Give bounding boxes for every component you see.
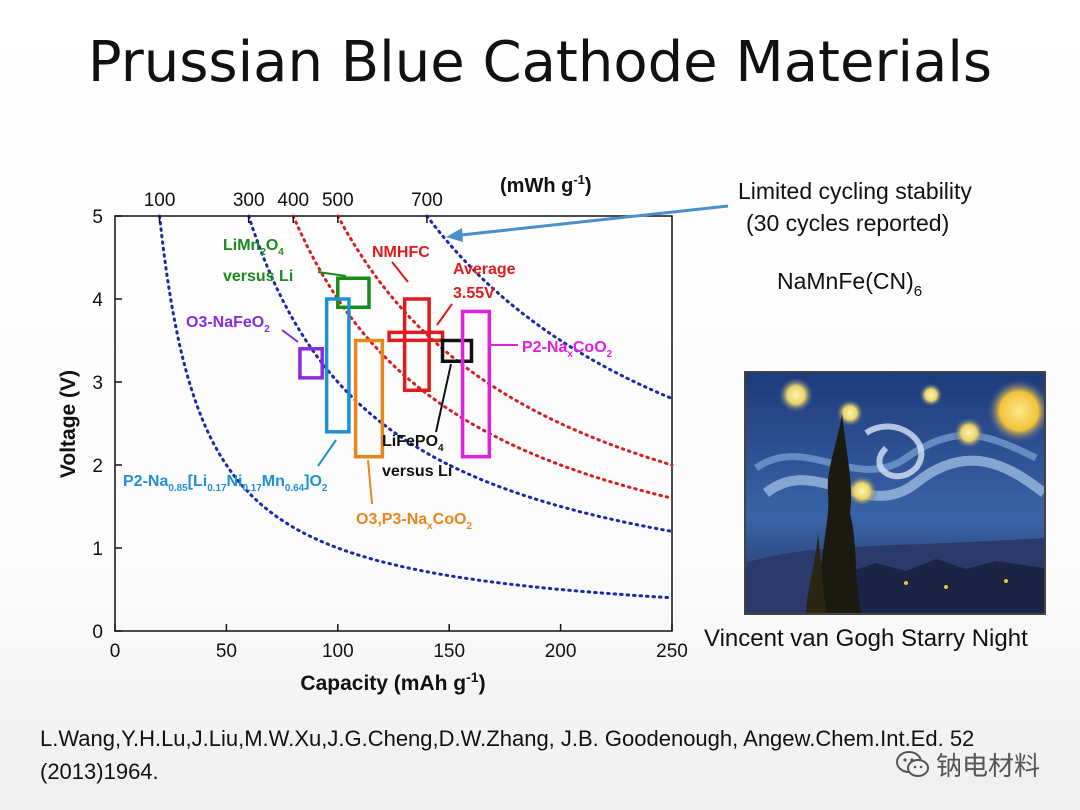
plot-frame [114, 215, 673, 632]
y-axis-label: Voltage (V) [57, 370, 80, 478]
y-tick-label: 5 [92, 207, 103, 228]
callout-arrow-line [451, 204, 729, 238]
material-box [440, 338, 474, 363]
energy-curve-100 [158, 214, 674, 600]
painting-illustration [746, 373, 1051, 613]
label-nafeo2: O3-NaFeO2 [186, 314, 270, 335]
label-p2-naxcoo2: P2-NaxCoO2 [522, 339, 613, 360]
average-bar [387, 330, 445, 343]
material-box [298, 347, 324, 380]
slide-title: Prussian Blue Cathode Materials [87, 30, 993, 95]
label-p2-mixed: P2-Na0.85[Li0.17Ni0.17Mn0.64]O2 [123, 473, 328, 494]
top-axis-label: 100 [144, 190, 176, 211]
top-axis-label: 400 [277, 190, 309, 211]
label-nmhfc: NMHFC [372, 244, 430, 261]
top-axis-label: 500 [322, 190, 354, 211]
material-box [324, 297, 351, 434]
label-average: Average [453, 261, 516, 278]
wechat-icon [896, 751, 929, 777]
x-tick-label: 100 [322, 641, 354, 662]
callout-line-2: (30 cycles reported) [746, 210, 950, 236]
y-tick-label: 1 [92, 539, 103, 560]
callout-line-1: Limited cycling stability [738, 178, 972, 204]
x-tick-label: 250 [656, 641, 688, 662]
watermark: 钠电材料 [896, 746, 1040, 782]
starry-night-image [744, 371, 1051, 615]
y-tick-label: 3 [92, 373, 103, 394]
formula-main: NaMnFe(CN) [777, 268, 914, 294]
top-axis-label: 700 [411, 190, 443, 211]
leader-black [435, 363, 452, 433]
leader-red [391, 261, 409, 283]
image-caption: Vincent van Gogh Starry Night [704, 625, 1028, 652]
y-tick-label: 4 [92, 290, 103, 311]
watermark-text: 钠电材料 [936, 750, 1041, 781]
material-box [402, 297, 431, 393]
x-tick-label: 50 [216, 641, 237, 662]
top-axis-unit: (mWh g-1) [500, 172, 592, 197]
leader-average [436, 303, 453, 326]
label-versus-li-black: versus Li [382, 463, 452, 480]
y-tick-label: 0 [92, 622, 103, 643]
label-limn2o4: LiMn2O4 [223, 237, 284, 258]
x-axis-label: Capacity (mAh g-1) [300, 669, 485, 695]
citation: L.Wang,Y.H.Lu,J.Liu,M.W.Xu,J.G.Cheng,D.W… [40, 726, 975, 784]
x-tick-label: 200 [545, 641, 577, 662]
energy-curve-700 [425, 214, 674, 401]
energy-curve-400 [291, 214, 674, 500]
material-box [353, 338, 385, 459]
label-o3p3: O3,P3-NaxCoO2 [356, 511, 472, 532]
x-tick-label: 0 [110, 641, 121, 662]
leader-blue [317, 439, 337, 467]
label-lifepo4: LiFePO4 [382, 433, 444, 454]
callout-text: Limited cycling stability (30 cycles rep… [738, 175, 972, 239]
material-box [336, 276, 371, 310]
label-versus-li-green: versus Li [223, 268, 293, 285]
formula-label: NaMnFe(CN)6 [777, 268, 922, 300]
leader-purple [281, 329, 299, 343]
x-tick-label: 150 [433, 641, 465, 662]
top-axis-label: 300 [233, 190, 265, 211]
material-box [460, 309, 492, 459]
leader-orange [367, 459, 373, 505]
y-tick-label: 2 [92, 456, 103, 477]
energy-curve-500 [336, 214, 674, 467]
callout-arrowhead [446, 228, 463, 242]
formula-subscript: 6 [913, 283, 923, 300]
leader-green [317, 271, 347, 277]
label-average-voltage: 3.55V [453, 285, 495, 302]
